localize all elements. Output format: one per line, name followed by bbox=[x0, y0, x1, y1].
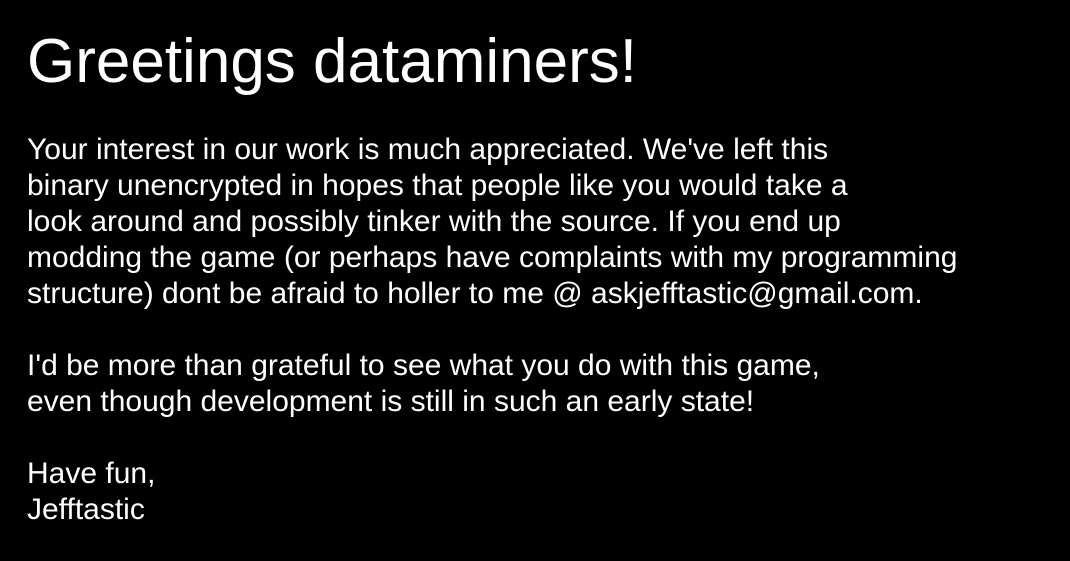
text-line: Your interest in our work is much apprec… bbox=[27, 133, 829, 166]
signoff-paragraph: Have fun, Jefftastic bbox=[27, 456, 1057, 528]
text-line: I'd be more than grateful to see what yo… bbox=[27, 349, 820, 382]
gratitude-paragraph: I'd be more than grateful to see what yo… bbox=[27, 348, 1057, 420]
signoff-line: Have fun, bbox=[27, 457, 156, 490]
text-line: structure) dont be afraid to holler to m… bbox=[27, 277, 923, 310]
message-page: Greetings dataminers! Your interest in o… bbox=[27, 28, 1057, 561]
signature: Jefftastic bbox=[27, 493, 145, 526]
text-line: binary unencrypted in hopes that people … bbox=[27, 169, 848, 202]
page-title: Greetings dataminers! bbox=[27, 27, 637, 96]
text-line: look around and possibly tinker with the… bbox=[27, 205, 841, 238]
intro-paragraph: Your interest in our work is much apprec… bbox=[27, 132, 1057, 312]
text-line: modding the game (or perhaps have compla… bbox=[27, 241, 958, 274]
text-line: even though development is still in such… bbox=[27, 385, 755, 418]
